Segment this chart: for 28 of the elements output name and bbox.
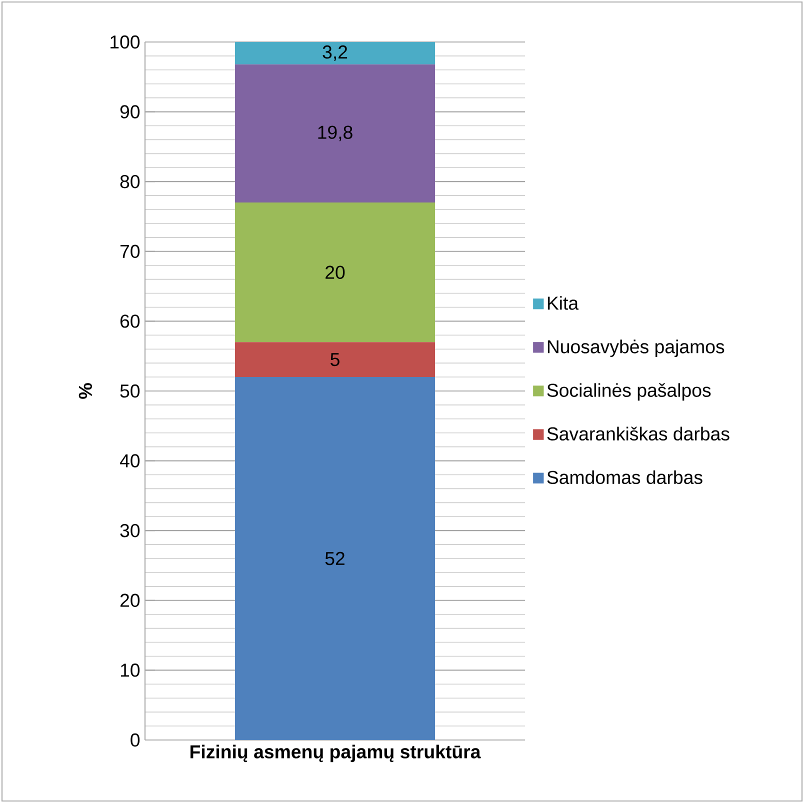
y-tick-label: 40 — [120, 454, 140, 468]
legend-label: Savarankiškas darbas — [547, 426, 730, 441]
legend-label: Socialinės pašalpos — [547, 383, 711, 401]
y-tick-label: 10 — [120, 664, 140, 677]
bar — [235, 342, 436, 378]
legend-label: Kita — [548, 296, 579, 310]
data-label: 19,8 — [318, 126, 352, 142]
data-label: 52 — [325, 552, 344, 566]
bar — [235, 64, 436, 203]
y-tick-label: 0 — [130, 733, 140, 747]
bar — [235, 42, 436, 64]
y-tick-label: 20 — [120, 594, 140, 607]
y-tick-label: 100 — [110, 35, 140, 49]
data-label: 3,2 — [322, 45, 348, 61]
x-tick-label: Fizinių asmenų pajamų struktūra — [190, 744, 481, 762]
y-tick-label: 50 — [120, 384, 140, 398]
data-label: 20 — [326, 266, 345, 279]
legend-label: Nuosavybės pajamos — [548, 340, 724, 358]
legend-label: Samdomas darbas — [547, 470, 702, 484]
y-tick-label: 70 — [120, 244, 140, 258]
data-label: 5 — [330, 353, 340, 366]
y-tick-label: 30 — [120, 524, 140, 538]
bar — [235, 377, 436, 740]
bar — [235, 202, 436, 342]
y-tick-label: 90 — [120, 105, 140, 118]
y-tick-label: 80 — [120, 174, 140, 188]
y-tick-label: 60 — [120, 314, 140, 328]
y-axis-title: % — [78, 383, 92, 399]
